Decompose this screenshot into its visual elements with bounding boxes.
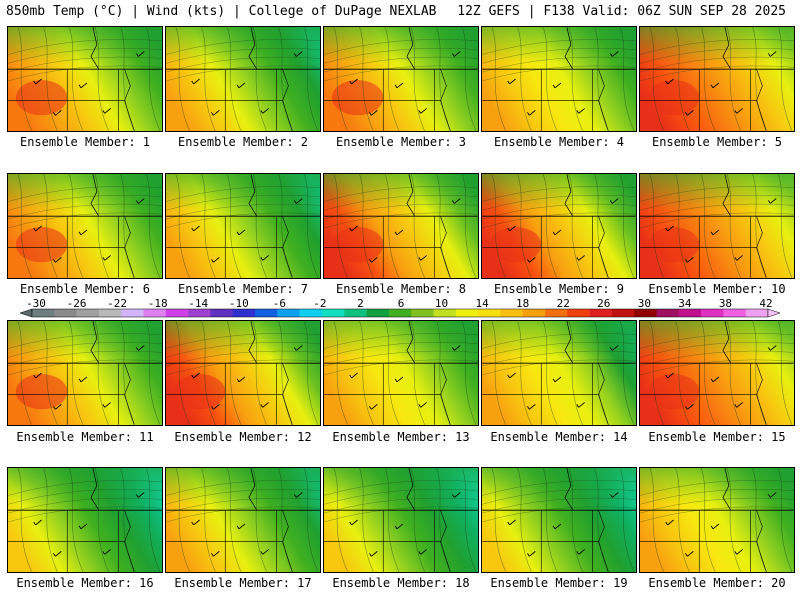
colorbar-swatch (143, 309, 167, 317)
colorbar-swatch (656, 309, 680, 317)
colorbar-tick-label: -6 (272, 297, 286, 310)
colorbar-swatch (299, 309, 323, 317)
ensemble-member-label: Ensemble Member: 14 (490, 430, 628, 444)
colorbar-swatch (366, 309, 390, 317)
colorbar-swatch (321, 309, 345, 317)
ensemble-member-map (7, 320, 163, 426)
ensemble-member-map (323, 26, 479, 132)
colorbar-swatch (210, 309, 234, 317)
header-title: 850mb Temp (°C) | Wind (kts) | College o… (6, 4, 437, 19)
colorbar-swatch (455, 309, 479, 317)
ensemble-member-label: Ensemble Member: 10 (648, 282, 786, 296)
colorbar-swatch (277, 309, 300, 317)
colorbar-tick-label: 26 (597, 297, 611, 310)
ensemble-member-label: Ensemble Member: 19 (490, 576, 628, 590)
ensemble-member-label: Ensemble Member: 7 (177, 282, 309, 296)
colorbar-swatch (344, 309, 367, 317)
colorbar-tick-label: -10 (228, 297, 249, 310)
ensemble-member-map (323, 320, 479, 426)
ensemble-member-map (7, 26, 163, 132)
colorbar-swatch (544, 309, 568, 317)
ensemble-member-label: Ensemble Member: 13 (332, 430, 470, 444)
ensemble-member-label: Ensemble Member: 9 (493, 282, 625, 296)
colorbar-swatch (232, 309, 256, 317)
colorbar-swatch (165, 309, 189, 317)
colorbar-tick-label: 34 (678, 297, 692, 310)
ensemble-member-label: Ensemble Member: 6 (19, 282, 151, 296)
colorbar-tick-label: -18 (147, 297, 168, 310)
colorbar-tick-label: 18 (516, 297, 530, 310)
ensemble-member-label: Ensemble Member: 20 (648, 576, 786, 590)
ensemble-member-map (639, 26, 795, 132)
ensemble-member-map (165, 173, 321, 279)
ensemble-member-map (165, 467, 321, 573)
colorbar-tick-label: -22 (107, 297, 128, 310)
ensemble-member-label: Ensemble Member: 11 (16, 430, 154, 444)
colorbar-swatch (255, 309, 278, 317)
colorbar-tick-label: 2 (357, 297, 364, 310)
ensemble-member-map (165, 26, 321, 132)
colorbar-tick-label: 22 (556, 297, 570, 310)
ensemble-member-label: Ensemble Member: 1 (19, 135, 151, 149)
ensemble-member-label: Ensemble Member: 4 (493, 135, 625, 149)
header-run-info: 12Z GEFS | F138 Valid: 06Z SUN SEP 28 20… (457, 4, 786, 19)
ensemble-member-map (165, 320, 321, 426)
colorbar-swatch (701, 309, 724, 317)
colorbar-swatch (54, 309, 77, 317)
colorbar-swatch (634, 309, 657, 317)
colorbar-tick-label: -14 (188, 297, 209, 310)
colorbar-tick-label: 30 (637, 297, 651, 310)
colorbar-swatch (121, 309, 144, 317)
colorbar-swatch (589, 309, 613, 317)
ensemble-member-label: Ensemble Member: 3 (335, 135, 467, 149)
colorbar-tick-label: -2 (313, 297, 327, 310)
ensemble-member-label: Ensemble Member: 17 (174, 576, 312, 590)
ensemble-member-label: Ensemble Member: 15 (648, 430, 786, 444)
colorbar-swatch (188, 309, 211, 317)
ensemble-member-label: Ensemble Member: 2 (177, 135, 309, 149)
ensemble-member-map (481, 320, 637, 426)
colorbar-swatch (478, 309, 501, 317)
ensemble-member-map (481, 173, 637, 279)
ensemble-member-map (639, 467, 795, 573)
colorbar-swatch (32, 309, 55, 317)
ensemble-member-label: Ensemble Member: 18 (332, 576, 470, 590)
ensemble-member-label: Ensemble Member: 5 (651, 135, 783, 149)
ensemble-member-label: Ensemble Member: 8 (335, 282, 467, 296)
temperature-colorbar (19, 308, 781, 318)
colorbar-swatch (388, 309, 412, 317)
colorbar-swatch (433, 309, 457, 317)
colorbar-tick-label: 14 (475, 297, 489, 310)
ensemble-member-map (323, 173, 479, 279)
ensemble-member-label: Ensemble Member: 12 (174, 430, 312, 444)
colorbar-swatch (411, 309, 434, 317)
colorbar-swatch (500, 309, 523, 317)
colorbar-swatch (723, 309, 746, 317)
colorbar-tick-label: 10 (434, 297, 449, 310)
colorbar-left-arrow (19, 308, 33, 318)
colorbar-tick-label: -30 (26, 297, 46, 310)
colorbar-tick-label: -26 (66, 297, 87, 310)
ensemble-member-map (481, 467, 637, 573)
colorbar-tick-label: 38 (718, 297, 733, 310)
ensemble-member-map (323, 467, 479, 573)
colorbar-swatch (745, 309, 769, 317)
colorbar-right-arrow (767, 308, 781, 318)
colorbar-swatch (522, 309, 546, 317)
colorbar-tick-label: 6 (397, 297, 405, 310)
ensemble-member-label: Ensemble Member: 16 (16, 576, 154, 590)
colorbar-swatch (76, 309, 100, 317)
colorbar-tick-label: 42 (759, 297, 773, 310)
ensemble-member-map (7, 467, 163, 573)
colorbar-swatch (98, 309, 122, 317)
ensemble-member-map (7, 173, 163, 279)
ensemble-member-map (639, 320, 795, 426)
colorbar-swatch (567, 309, 590, 317)
ensemble-member-map (639, 173, 795, 279)
colorbar-swatch (678, 309, 702, 317)
ensemble-member-map (481, 26, 637, 132)
colorbar-swatch (611, 309, 635, 317)
